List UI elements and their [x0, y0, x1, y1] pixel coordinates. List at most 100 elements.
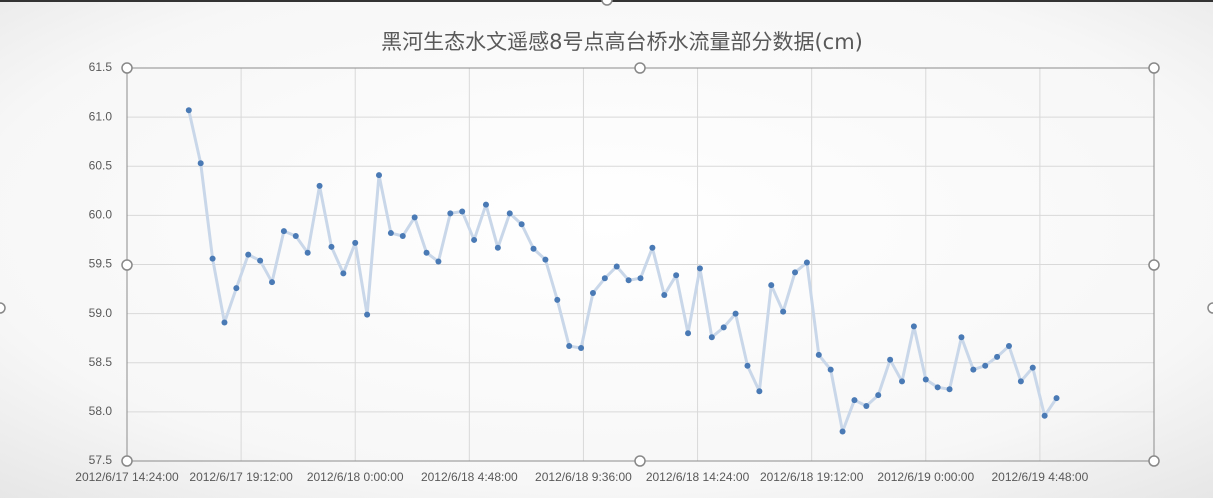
- y-tick-label: 58.0: [89, 404, 113, 418]
- data-point: [589, 289, 596, 296]
- handle[interactable]: [634, 62, 646, 74]
- series-line: [187, 109, 1058, 434]
- handle[interactable]: [121, 259, 133, 271]
- y-tick-label: 61.5: [89, 60, 113, 74]
- data-point: [851, 397, 858, 404]
- data-point: [578, 345, 585, 352]
- data-point: [542, 256, 549, 263]
- chart-title: 黑河生态水文遥感8号点高台桥水流量部分数据(cm): [381, 30, 863, 54]
- handle[interactable]: [1148, 455, 1160, 467]
- data-point: [637, 275, 644, 282]
- data-point: [673, 272, 680, 279]
- y-tick-label: 58.5: [89, 355, 113, 369]
- data-point: [1041, 412, 1048, 419]
- data-point: [863, 402, 870, 409]
- data-point: [245, 251, 252, 258]
- data-point: [994, 353, 1001, 360]
- data-point: [209, 255, 216, 262]
- handle[interactable]: [121, 455, 133, 467]
- x-tick-label: 2012/6/19 0:00:00: [877, 470, 974, 484]
- data-point: [815, 351, 822, 358]
- data-point: [982, 362, 989, 369]
- data-point: [792, 269, 799, 276]
- data-point: [280, 228, 287, 235]
- x-tick-label: 2012/6/18 14:24:00: [646, 470, 750, 484]
- x-tick-label: 2012/6/18 0:00:00: [307, 470, 404, 484]
- data-point: [1029, 364, 1036, 371]
- data-point: [768, 282, 775, 289]
- x-tick-label: 2012/6/17 19:12:00: [189, 470, 293, 484]
- y-tick-label: 61.0: [89, 109, 113, 123]
- data-point: [934, 384, 941, 391]
- handle[interactable]: [121, 62, 133, 74]
- data-point: [435, 258, 442, 265]
- data-point: [625, 277, 632, 284]
- data-point: [554, 296, 561, 303]
- data-point: [257, 257, 264, 264]
- selection-handles: [0, 0, 1213, 467]
- data-point: [471, 236, 478, 243]
- x-tick-label: 2012/6/18 9:36:00: [535, 470, 632, 484]
- data-point: [185, 107, 192, 114]
- plot: [185, 107, 1060, 435]
- data-point: [221, 319, 228, 326]
- data-point: [661, 291, 668, 298]
- data-point: [269, 279, 276, 286]
- data-point: [375, 172, 382, 179]
- data-point: [459, 208, 466, 215]
- data-point: [304, 249, 311, 256]
- x-tick-label: 2012/6/17 14:24:00: [75, 470, 179, 484]
- data-point: [839, 428, 846, 435]
- handle[interactable]: [1148, 62, 1160, 74]
- handle[interactable]: [634, 455, 646, 467]
- handle[interactable]: [1148, 259, 1160, 271]
- data-point: [910, 323, 917, 330]
- data-point: [696, 265, 703, 272]
- data-point: [506, 210, 513, 217]
- data-point: [482, 201, 489, 208]
- data-point: [958, 334, 965, 341]
- data-point: [744, 362, 751, 369]
- handle[interactable]: [601, 0, 613, 6]
- x-tick-label: 2012/6/18 4:48:00: [421, 470, 518, 484]
- data-point: [613, 263, 620, 270]
- data-point: [494, 244, 501, 251]
- data-point: [387, 230, 394, 237]
- data-point: [352, 239, 359, 246]
- data-point: [946, 386, 953, 393]
- data-point: [328, 243, 335, 250]
- data-point: [518, 221, 525, 228]
- data-point: [399, 233, 406, 240]
- data-point: [922, 376, 929, 383]
- data-point: [756, 388, 763, 395]
- data-point: [340, 270, 347, 277]
- data-point: [887, 356, 894, 363]
- y-tick-label: 60.5: [89, 158, 113, 172]
- handle[interactable]: [1207, 302, 1213, 314]
- data-point: [708, 334, 715, 341]
- data-point: [233, 285, 240, 292]
- handle[interactable]: [0, 302, 6, 314]
- data-point: [1053, 395, 1060, 402]
- data-point: [316, 182, 323, 189]
- data-point: [447, 210, 454, 217]
- data-point: [1017, 378, 1024, 385]
- data-point: [803, 259, 810, 266]
- data-point: [566, 343, 573, 350]
- y-tick-label: 59.0: [89, 306, 113, 320]
- data-point: [1005, 343, 1012, 350]
- data-point: [197, 160, 204, 167]
- data-point: [423, 249, 430, 256]
- data-point: [732, 310, 739, 317]
- data-point: [649, 244, 656, 251]
- data-point: [899, 378, 906, 385]
- data-point: [685, 330, 692, 337]
- data-point: [780, 308, 787, 315]
- data-point: [292, 233, 299, 240]
- data-point: [364, 311, 371, 318]
- data-point: [530, 245, 537, 252]
- data-point: [827, 366, 834, 373]
